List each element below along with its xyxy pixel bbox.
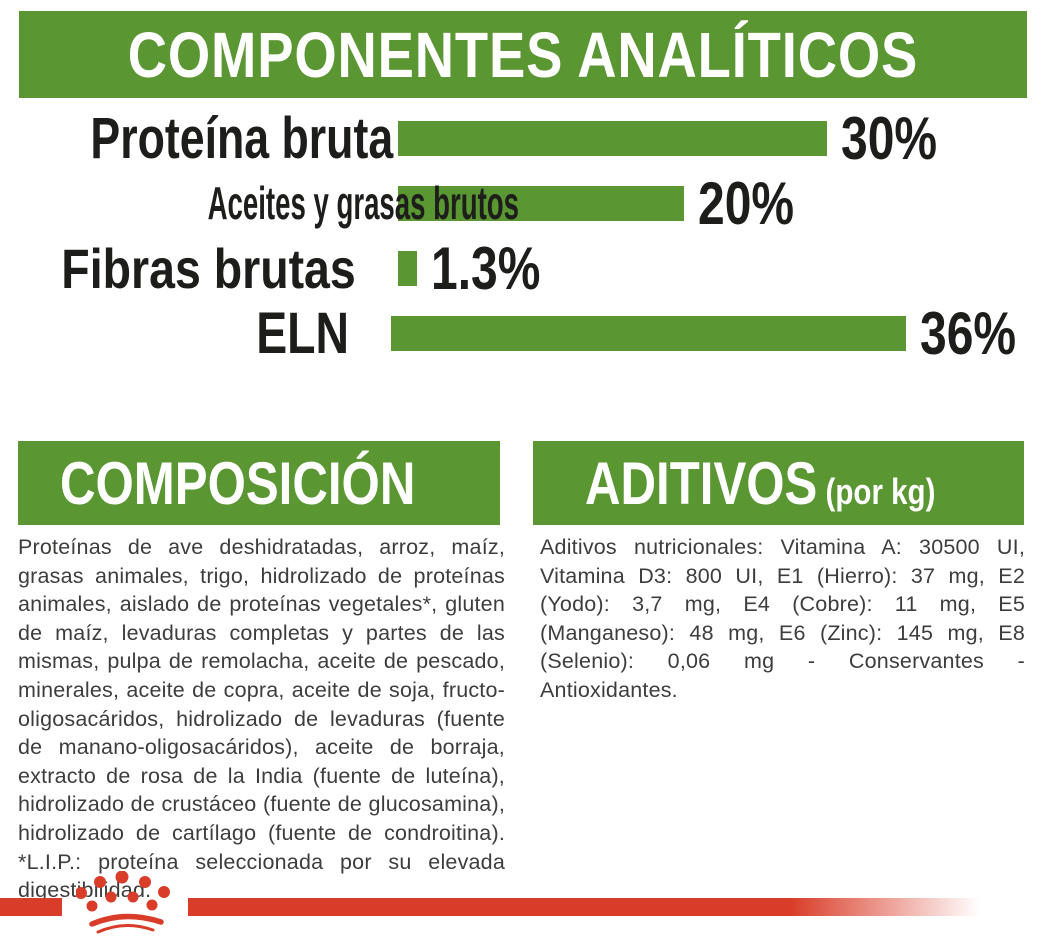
analytic-components-title: COMPONENTES ANALÍTICOS [127, 18, 919, 91]
analytic-components-header: COMPONENTES ANALÍTICOS [19, 11, 1027, 98]
chart-row: Aceites y grasas brutos 20% [0, 170, 1040, 237]
chart-value-label: 1.3% [430, 235, 540, 302]
additives-title: ADITIVOS (por kg) [585, 449, 936, 517]
royal-canin-crown-logo [76, 871, 170, 934]
chart-value-label: 20% [698, 170, 795, 237]
chart-bar-fill [391, 316, 906, 351]
analytic-components-chart: Proteína bruta 30% Aceites y grasas brut… [0, 105, 1040, 391]
chart-value-label: 30% [841, 105, 938, 172]
chart-bar [398, 186, 684, 221]
chart-value-label: 36% [919, 300, 1016, 367]
chart-bar-fill [398, 186, 684, 221]
chart-row: ELN 36% [0, 300, 1040, 367]
additives-unit: (por kg) [825, 470, 936, 512]
additives-text: Aditivos nutricionales: Vitamina A: 3050… [540, 535, 1025, 702]
additives-header: ADITIVOS (por kg) [533, 441, 1024, 525]
composition-title: COMPOSICIÓN [60, 449, 416, 517]
chart-bar [398, 121, 827, 156]
chart-row: Proteína bruta 30% [0, 105, 1040, 172]
chart-row: Fibras brutas 1.3% [0, 235, 1040, 302]
chart-bar [391, 316, 906, 351]
chart-bar [398, 251, 417, 286]
chart-bar-fill [398, 121, 827, 156]
composition-text: Proteínas de ave deshidratadas, arroz, m… [18, 535, 505, 902]
chart-category-label: ELN [256, 301, 350, 366]
footer-rule-left [0, 898, 62, 916]
footer-rule-right [188, 898, 980, 916]
chart-category-label: Aceites y grasas brutos [207, 177, 520, 229]
chart-category-label: Proteína bruta [90, 106, 394, 171]
chart-category-label: Fibras brutas [61, 237, 356, 300]
chart-bar-fill [398, 251, 417, 286]
composition-header: COMPOSICIÓN [18, 441, 500, 525]
